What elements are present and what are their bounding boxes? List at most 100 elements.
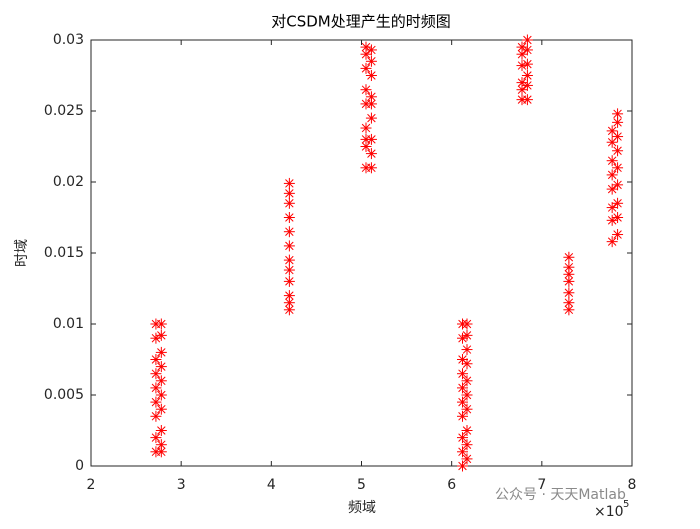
point-stroke — [285, 199, 294, 208]
point-stroke — [517, 61, 527, 70]
point-stroke — [458, 397, 467, 407]
point-stroke — [564, 262, 574, 272]
point — [283, 264, 295, 276]
y-tick-label: 0 — [75, 458, 84, 474]
point — [563, 261, 575, 273]
point — [283, 290, 295, 302]
point-stroke — [462, 440, 472, 449]
point — [521, 70, 533, 81]
point — [150, 396, 162, 408]
watermark: 公众号 · 天天Matlab — [495, 487, 626, 503]
point-stroke — [285, 291, 294, 300]
point-stroke — [367, 92, 376, 102]
point-stroke — [613, 109, 622, 119]
point — [456, 396, 468, 408]
point-stroke — [361, 123, 371, 133]
point-stroke — [157, 440, 166, 449]
point-stroke — [367, 99, 376, 109]
point-stroke — [564, 298, 574, 307]
point — [461, 403, 473, 415]
point — [365, 112, 377, 124]
point — [612, 179, 624, 191]
point-stroke — [462, 404, 472, 414]
point — [360, 122, 372, 134]
point-stroke — [285, 241, 294, 251]
point — [521, 44, 533, 56]
point-stroke — [367, 113, 376, 123]
point-stroke — [458, 383, 467, 393]
point — [521, 34, 533, 46]
point-stroke — [517, 49, 527, 59]
point — [456, 354, 468, 365]
point — [456, 382, 468, 394]
point-stroke — [462, 454, 472, 464]
point-stroke — [361, 142, 371, 151]
point — [606, 169, 618, 181]
x-scale-exponent: 5 — [623, 499, 629, 510]
point — [461, 344, 473, 356]
point-stroke — [613, 118, 622, 127]
point-stroke — [285, 255, 294, 265]
point-stroke — [564, 288, 574, 298]
point-stroke — [361, 85, 371, 94]
point-stroke — [367, 135, 376, 144]
point — [461, 329, 473, 341]
point-stroke — [157, 376, 166, 386]
point — [150, 368, 162, 380]
point — [456, 368, 468, 380]
y-axis-label: 时域 — [14, 239, 30, 267]
point — [563, 275, 575, 287]
point-stroke — [458, 355, 467, 364]
point — [456, 410, 468, 422]
point — [461, 318, 473, 330]
x-tick-label: 3 — [177, 477, 186, 493]
point-stroke — [523, 45, 532, 55]
point-stroke — [361, 42, 371, 52]
point-stroke — [462, 426, 472, 435]
point-stroke — [151, 412, 161, 421]
point-stroke — [367, 163, 376, 173]
x-scale-base: ×10 — [594, 504, 624, 520]
point — [365, 162, 377, 174]
x-tick-label: 5 — [357, 477, 366, 493]
point — [612, 145, 624, 157]
point-stroke — [607, 237, 617, 246]
point — [606, 202, 618, 214]
point — [521, 94, 533, 106]
y-tick-label: 0.015 — [44, 245, 84, 261]
y-tick-label: 0.025 — [44, 103, 84, 119]
point-stroke — [613, 163, 622, 173]
point-stroke — [523, 95, 532, 104]
point — [283, 177, 295, 189]
point — [563, 251, 575, 263]
plot-area — [90, 39, 633, 467]
point-stroke — [157, 426, 166, 435]
point-stroke — [607, 184, 617, 194]
point — [155, 403, 167, 415]
point — [283, 187, 295, 199]
point-stroke — [613, 180, 622, 190]
point — [365, 148, 377, 160]
point — [283, 197, 295, 209]
point — [365, 44, 377, 56]
point-stroke — [151, 433, 161, 442]
point — [612, 162, 624, 174]
point-stroke — [458, 412, 467, 421]
point — [155, 346, 167, 358]
point-stroke — [458, 461, 467, 471]
point — [563, 287, 575, 299]
point-stroke — [523, 35, 532, 45]
point — [150, 432, 162, 444]
point-stroke — [157, 390, 166, 400]
point-stroke — [157, 404, 166, 414]
x-tick-label: 4 — [267, 477, 276, 493]
point-stroke — [462, 345, 472, 354]
point-stroke — [285, 227, 294, 236]
point — [150, 382, 162, 394]
x-tick-label: 8 — [628, 477, 637, 493]
y-tick-label: 0.01 — [53, 316, 84, 332]
y-tick-label: 0.005 — [44, 387, 84, 403]
point-stroke — [361, 49, 371, 59]
point — [155, 375, 167, 387]
